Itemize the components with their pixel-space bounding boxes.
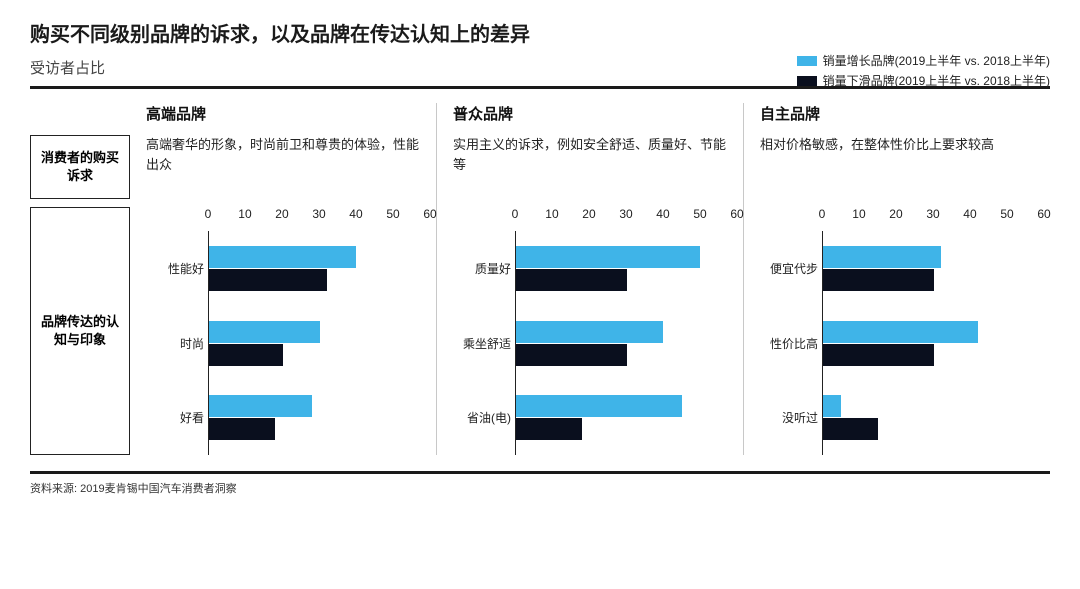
axis-tick: 30 <box>619 207 632 221</box>
axis-tick: 40 <box>656 207 669 221</box>
axis-tick: 20 <box>582 207 595 221</box>
bottom-divider <box>30 471 1050 474</box>
category-label: 时尚 <box>146 306 208 381</box>
legend-item-growth: 销量增长品牌(2019上半年 vs. 2018上半年) <box>797 52 1050 69</box>
content-grid: 消费者的购买诉求 品牌传达的认知与印象 高端品牌高端奢华的形象，时尚前卫和尊贵的… <box>30 103 1050 455</box>
axis-tick: 60 <box>1037 207 1050 221</box>
axis-tick: 0 <box>512 207 519 221</box>
bar-group <box>823 231 1044 306</box>
panel-desc: 高端奢华的形象，时尚前卫和尊贵的体验，性能出众 <box>146 135 430 199</box>
axis-tick: 30 <box>312 207 325 221</box>
axis-tick: 10 <box>852 207 865 221</box>
plot-area: 0102030405060 <box>208 207 430 455</box>
category-label: 性能好 <box>146 231 208 306</box>
panel-title: 高端品牌 <box>146 103 430 135</box>
bars-area <box>208 231 430 455</box>
panel-2: 自主品牌相对价格敏感，在整体性价比上要求较高便宜代步性价比高没听过0102030… <box>744 103 1050 455</box>
panel-0: 高端品牌高端奢华的形象，时尚前卫和尊贵的体验，性能出众性能好时尚好看010203… <box>130 103 437 455</box>
bar-chart: 便宜代步性价比高没听过0102030405060 <box>760 207 1044 455</box>
category-label-column: 便宜代步性价比高没听过 <box>760 207 822 455</box>
bar-group <box>209 306 430 381</box>
bar-chart: 质量好乘坐舒适省油(电)0102030405060 <box>453 207 737 455</box>
category-label: 质量好 <box>453 231 515 306</box>
axis-tick: 10 <box>545 207 558 221</box>
bar-decline <box>209 269 327 291</box>
bars-area <box>822 231 1044 455</box>
bar-group <box>209 380 430 455</box>
category-label: 乘坐舒适 <box>453 306 515 381</box>
axis-tick: 0 <box>819 207 826 221</box>
axis-tick: 40 <box>349 207 362 221</box>
bar-growth <box>516 321 663 343</box>
x-axis: 0102030405060 <box>515 207 737 231</box>
legend-label-growth: 销量增长品牌(2019上半年 vs. 2018上半年) <box>823 52 1050 69</box>
panel-desc: 实用主义的诉求，例如安全舒适、质量好、节能等 <box>453 135 737 199</box>
panel-1: 普众品牌实用主义的诉求，例如安全舒适、质量好、节能等质量好乘坐舒适省油(电)01… <box>437 103 744 455</box>
row-label-consumer-demand: 消费者的购买诉求 <box>30 135 130 199</box>
bar-group <box>516 306 737 381</box>
plot-area: 0102030405060 <box>822 207 1044 455</box>
axis-tick: 60 <box>730 207 743 221</box>
bar-group <box>516 231 737 306</box>
plot-area: 0102030405060 <box>515 207 737 455</box>
bar-decline <box>209 344 283 366</box>
bar-growth <box>823 246 941 268</box>
bar-group <box>823 380 1044 455</box>
category-label: 便宜代步 <box>760 231 822 306</box>
category-label: 好看 <box>146 380 208 455</box>
bar-growth <box>209 246 356 268</box>
bar-chart: 性能好时尚好看0102030405060 <box>146 207 430 455</box>
x-axis: 0102030405060 <box>822 207 1044 231</box>
legend-swatch-decline <box>797 76 817 86</box>
bar-growth <box>823 395 841 417</box>
axis-tick: 30 <box>926 207 939 221</box>
category-label-column: 质量好乘坐舒适省油(电) <box>453 207 515 455</box>
bar-decline <box>516 344 627 366</box>
bar-decline <box>823 344 934 366</box>
axis-tick: 40 <box>963 207 976 221</box>
bar-growth <box>516 395 682 417</box>
axis-tick: 0 <box>205 207 212 221</box>
category-label: 没听过 <box>760 380 822 455</box>
bar-decline <box>823 269 934 291</box>
bar-growth <box>209 321 320 343</box>
panel-title: 普众品牌 <box>453 103 737 135</box>
page-title: 购买不同级别品牌的诉求，以及品牌在传达认知上的差异 <box>30 18 1050 47</box>
category-label: 省油(电) <box>453 380 515 455</box>
bar-decline <box>823 418 878 440</box>
bar-growth <box>516 246 700 268</box>
bar-growth <box>209 395 312 417</box>
category-label-column: 性能好时尚好看 <box>146 207 208 455</box>
bars-area <box>515 231 737 455</box>
category-label: 性价比高 <box>760 306 822 381</box>
row-label-column: 消费者的购买诉求 品牌传达的认知与印象 <box>30 103 130 455</box>
bar-group <box>209 231 430 306</box>
axis-tick: 50 <box>386 207 399 221</box>
axis-tick: 50 <box>1000 207 1013 221</box>
legend-swatch-growth <box>797 56 817 66</box>
bar-decline <box>209 418 275 440</box>
axis-tick: 50 <box>693 207 706 221</box>
bar-decline <box>516 418 582 440</box>
panel-desc: 相对价格敏感，在整体性价比上要求较高 <box>760 135 1044 199</box>
legend-label-decline: 销量下滑品牌(2019上半年 vs. 2018上半年) <box>823 72 1050 89</box>
axis-tick: 10 <box>238 207 251 221</box>
bar-group <box>823 306 1044 381</box>
row-label-brand-perception: 品牌传达的认知与印象 <box>30 207 130 455</box>
panels-host: 高端品牌高端奢华的形象，时尚前卫和尊贵的体验，性能出众性能好时尚好看010203… <box>130 103 1050 455</box>
source-text: 资料来源: 2019麦肯锡中国汽车消费者洞察 <box>30 480 1050 496</box>
panel-title: 自主品牌 <box>760 103 1044 135</box>
legend: 销量增长品牌(2019上半年 vs. 2018上半年) 销量下滑品牌(2019上… <box>797 52 1050 92</box>
bar-group <box>516 380 737 455</box>
axis-tick: 20 <box>889 207 902 221</box>
axis-tick: 20 <box>275 207 288 221</box>
bar-growth <box>823 321 978 343</box>
legend-item-decline: 销量下滑品牌(2019上半年 vs. 2018上半年) <box>797 72 1050 89</box>
bar-decline <box>516 269 627 291</box>
axis-tick: 60 <box>423 207 436 221</box>
x-axis: 0102030405060 <box>208 207 430 231</box>
